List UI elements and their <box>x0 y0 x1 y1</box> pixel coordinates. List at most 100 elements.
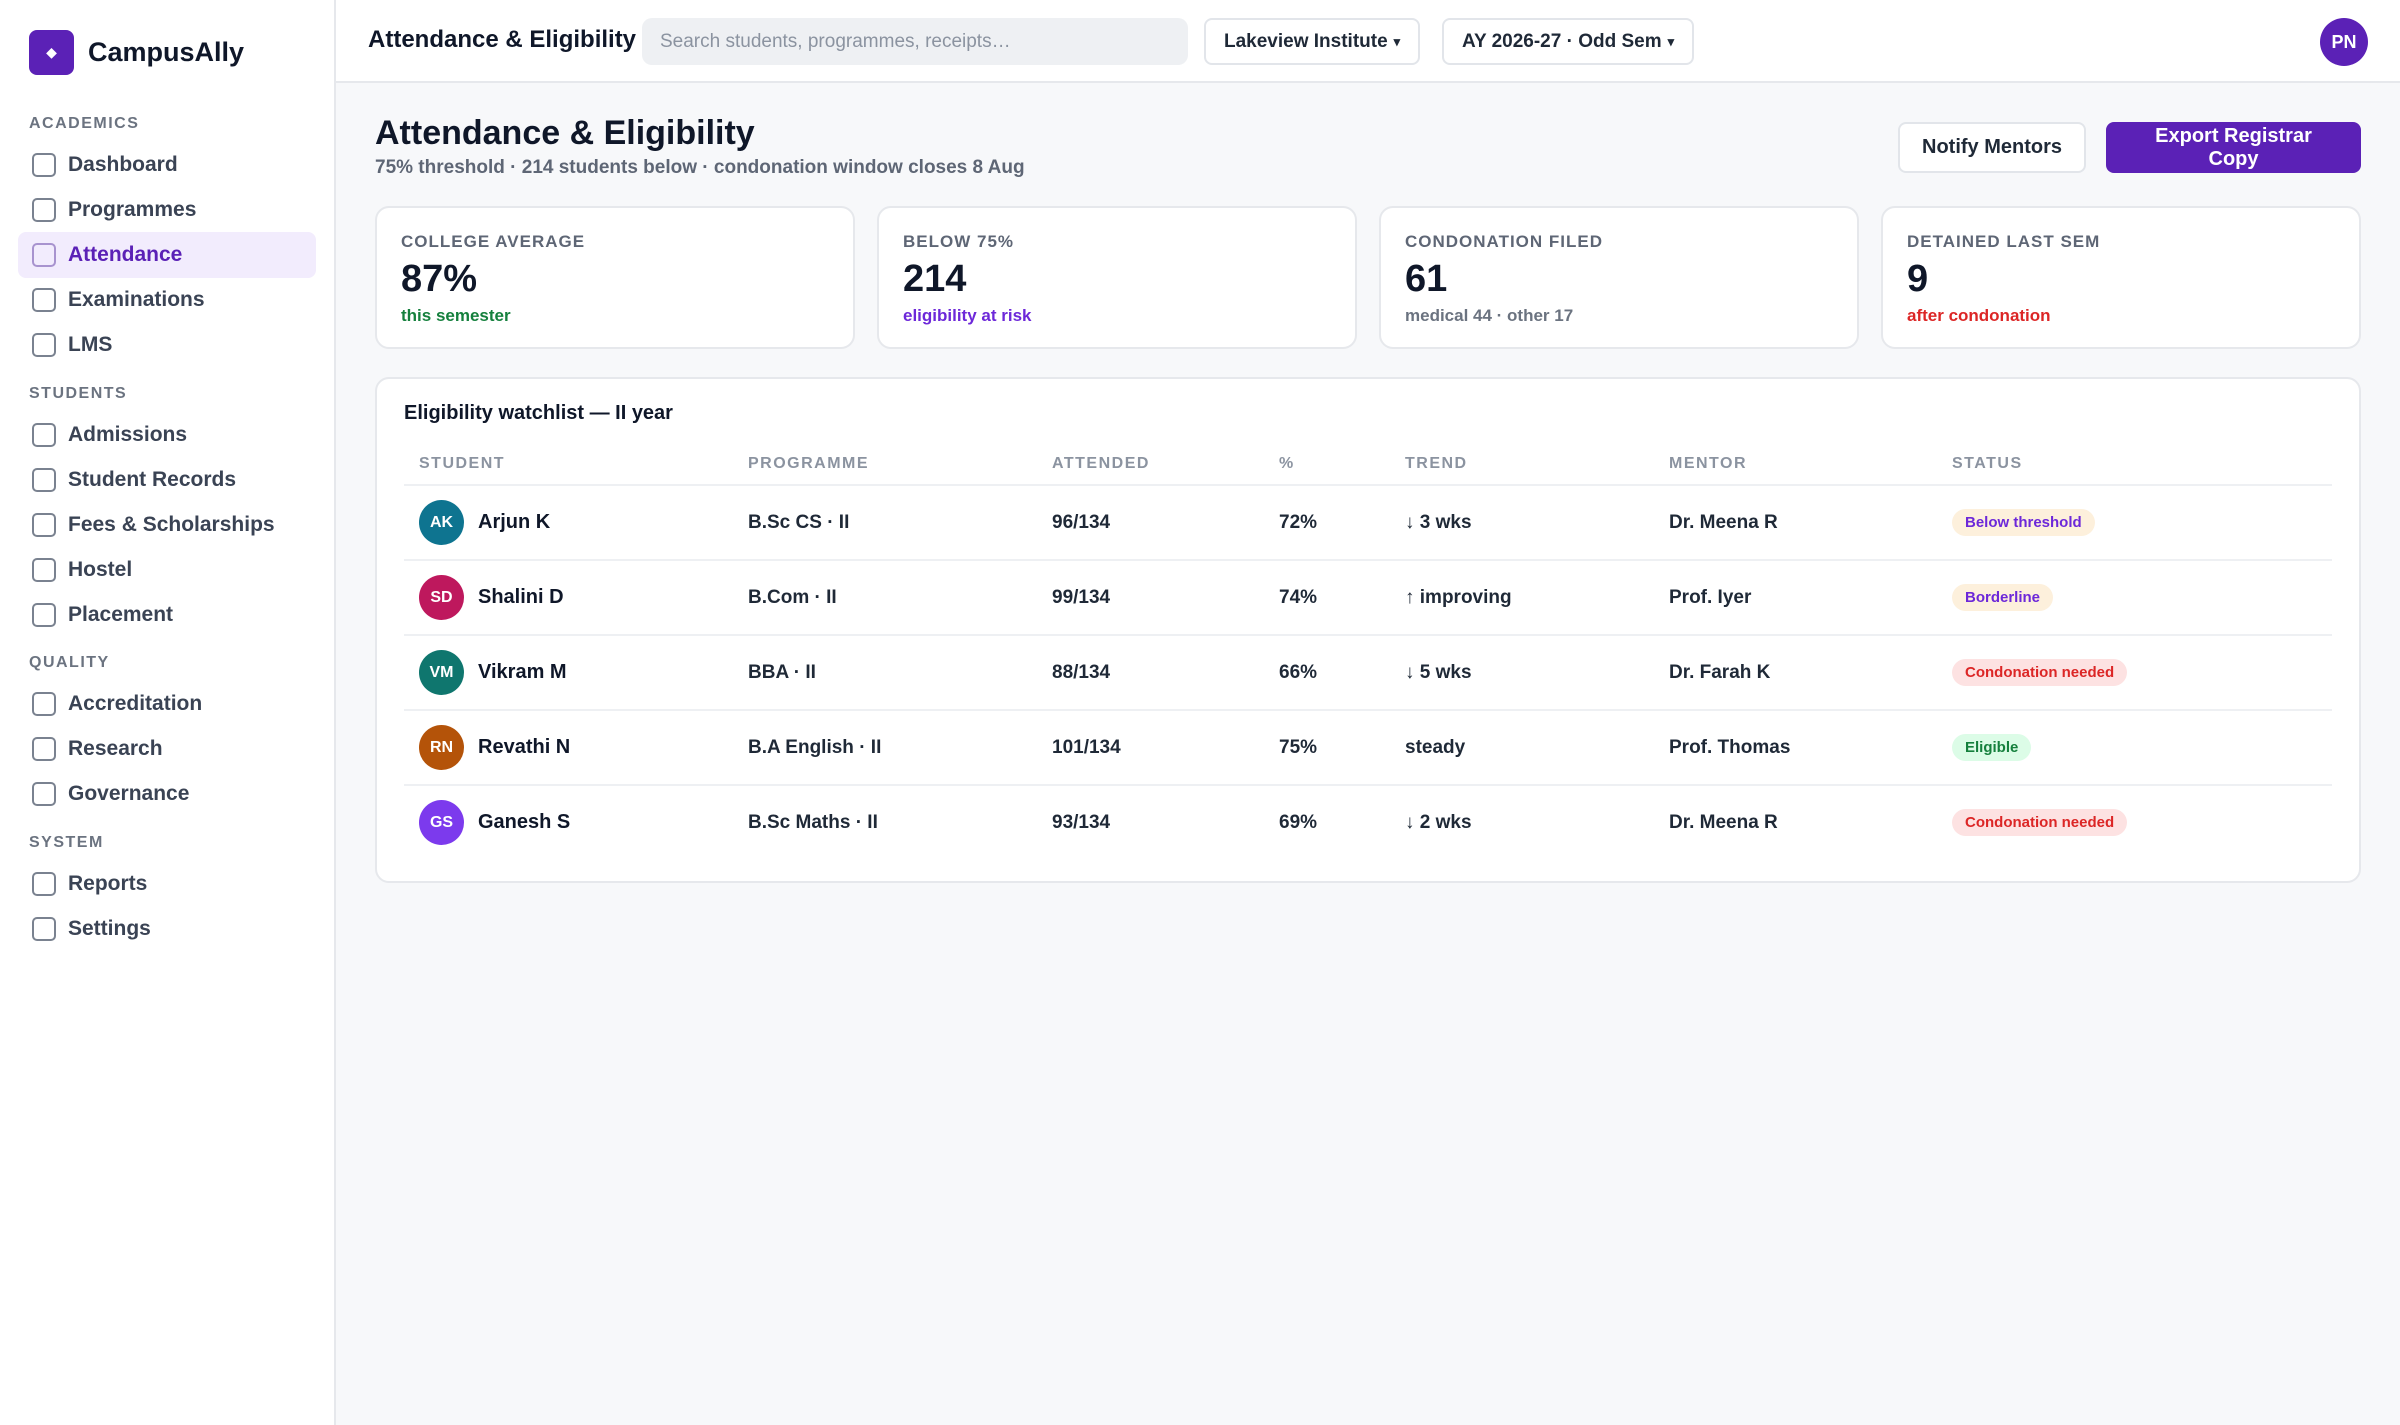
mentor-cell: Prof. Thomas <box>1669 736 1791 758</box>
student-avatar: SD <box>419 575 464 620</box>
search-input[interactable] <box>642 18 1188 65</box>
nav-section-label: ACADEMICS <box>29 115 140 132</box>
nav-section-label: SYSTEM <box>29 834 104 851</box>
trend-cell: ↓ 3 wks <box>1405 511 1472 533</box>
student-avatar: VM <box>419 650 464 695</box>
nav-section-label: QUALITY <box>29 654 110 671</box>
attended-cell: 88/134 <box>1052 661 1111 683</box>
nav-square-icon <box>32 917 56 941</box>
sidebar-item-label: Programmes <box>68 198 197 221</box>
column-header[interactable]: STATUS <box>1952 455 2023 472</box>
sidebar-item-programmes[interactable]: Programmes <box>18 187 316 233</box>
table-row[interactable]: SD Shalini D B.Com · II 99/134 74% ↑ improvin… <box>404 559 2332 634</box>
term-select-label: AY 2026-27 · Odd Sem <box>1462 30 1662 52</box>
sidebar-item-placement[interactable]: Placement <box>18 592 316 638</box>
brand[interactable]: ◆ CampusAlly <box>29 29 244 75</box>
student-avatar: AK <box>419 500 464 545</box>
status-cell: Below threshold <box>1952 486 2095 559</box>
brand-logo-icon: ◆ <box>29 29 74 75</box>
kpi-card: CONDONATION FILED 61 medical 44 · other 17 <box>1379 206 1859 349</box>
student-name[interactable]: Ganesh S <box>478 811 571 833</box>
topbar-title: Attendance & Eligibility <box>368 26 637 53</box>
sidebar-item-examinations[interactable]: Examinations <box>18 277 316 323</box>
page-subtitle: 75% threshold · 214 students below · con… <box>375 157 1025 178</box>
sidebar-item-lms[interactable]: LMS <box>18 322 316 368</box>
student-cell: RN Revathi N <box>419 711 570 784</box>
sidebar-item-admissions[interactable]: Admissions <box>18 412 316 458</box>
table-row[interactable]: VM Vikram M BBA · II 88/134 66% ↓ 5 wks Dr. Fa… <box>404 634 2332 709</box>
sidebar-item-governance[interactable]: Governance <box>18 771 316 817</box>
status-cell: Borderline <box>1952 561 2054 634</box>
sidebar-item-research[interactable]: Research <box>18 726 316 772</box>
kpi-label: COLLEGE AVERAGE <box>401 232 586 251</box>
table-row[interactable]: GS Ganesh S B.Sc Maths · II 93/134 69% ↓ 2 wk… <box>404 784 2332 859</box>
kpi-value: 87% <box>401 258 478 300</box>
kpi-note: medical 44 · other 17 <box>1405 306 1574 325</box>
nav-square-icon <box>32 782 56 806</box>
page-title: Attendance & Eligibility <box>375 114 755 152</box>
programme-cell: B.A English · II <box>748 736 882 758</box>
notify-mentors-button[interactable]: Notify Mentors <box>1898 122 2086 173</box>
kpi-card: DETAINED LAST SEM 9 after condonation <box>1881 206 2361 349</box>
column-header[interactable]: MENTOR <box>1669 455 1748 472</box>
term-select[interactable]: AY 2026-27 · Odd Sem ▾ <box>1442 18 1695 65</box>
sidebar-item-label: Dashboard <box>68 153 178 176</box>
sidebar-item-label: Research <box>68 737 163 760</box>
status-badge: Condonation needed <box>1952 809 2128 836</box>
percent-cell: 69% <box>1279 811 1318 833</box>
export-registrar-copy-button[interactable]: Export Registrar Copy <box>2106 122 2361 173</box>
sidebar-item-settings[interactable]: Settings <box>18 906 316 952</box>
kpi-card: BELOW 75% 214 eligibility at risk <box>877 206 1357 349</box>
status-badge: Condonation needed <box>1952 659 2128 686</box>
attended-cell: 96/134 <box>1052 511 1111 533</box>
column-header[interactable]: % <box>1279 455 1295 472</box>
sidebar-item-fees-scholarships[interactable]: Fees & Scholarships <box>18 502 316 548</box>
table-row[interactable]: AK Arjun K B.Sc CS · II 96/134 72% ↓ 3 wks Dr.… <box>404 484 2332 559</box>
brand-name: CampusAlly <box>88 36 245 67</box>
kpi-value: 214 <box>903 258 967 300</box>
table-row[interactable]: RN Revathi N B.A English · II 101/134 75% ste… <box>404 709 2332 784</box>
kpi-label: DETAINED LAST SEM <box>1907 232 2101 251</box>
percent-cell: 75% <box>1279 736 1318 758</box>
column-header[interactable]: TREND <box>1405 455 1468 472</box>
status-cell: Condonation needed <box>1952 636 2128 709</box>
mentor-cell: Dr. Meena R <box>1669 811 1778 833</box>
sidebar-item-dashboard[interactable]: Dashboard <box>18 142 316 188</box>
institute-select[interactable]: Lakeview Institute ▾ <box>1204 18 1421 65</box>
column-header[interactable]: STUDENT <box>419 455 506 472</box>
sidebar-item-label: Settings <box>68 917 151 940</box>
student-name[interactable]: Vikram M <box>478 661 567 683</box>
student-name[interactable]: Shalini D <box>478 586 564 608</box>
sidebar-item-label: Admissions <box>68 423 188 446</box>
student-name[interactable]: Arjun K <box>478 511 551 533</box>
programme-cell: BBA · II <box>748 661 816 683</box>
student-cell: SD Shalini D <box>419 561 564 634</box>
mentor-cell: Dr. Meena R <box>1669 511 1778 533</box>
student-name[interactable]: Revathi N <box>478 736 571 758</box>
programme-cell: B.Com · II <box>748 586 837 608</box>
sidebar-item-attendance[interactable]: Attendance <box>18 232 316 278</box>
column-header[interactable]: ATTENDED <box>1052 455 1150 472</box>
user-avatar[interactable]: PN <box>2320 18 2368 66</box>
nav-square-icon <box>32 468 56 492</box>
column-header[interactable]: PROGRAMME <box>748 455 870 472</box>
eligibility-watchlist-card: Eligibility watchlist — II year STUDENT P… <box>375 377 2361 883</box>
attended-cell: 99/134 <box>1052 586 1111 608</box>
trend-cell: ↓ 5 wks <box>1405 661 1472 683</box>
sidebar-item-label: Governance <box>68 782 190 805</box>
nav-square-icon <box>32 558 56 582</box>
sidebar-item-student-records[interactable]: Student Records <box>18 457 316 503</box>
sidebar-item-label: Attendance <box>68 243 183 266</box>
kpi-label: BELOW 75% <box>903 232 1015 251</box>
sidebar-item-label: Hostel <box>68 558 133 581</box>
kpi-label: CONDONATION FILED <box>1405 232 1604 251</box>
sidebar-item-reports[interactable]: Reports <box>18 861 316 907</box>
trend-cell: ↑ improving <box>1405 586 1512 608</box>
status-cell: Eligible <box>1952 711 2032 784</box>
nav-square-icon <box>32 288 56 312</box>
student-avatar: GS <box>419 800 464 845</box>
sidebar-item-accreditation[interactable]: Accreditation <box>18 681 316 727</box>
nav-square-icon <box>32 692 56 716</box>
sidebar-item-label: Examinations <box>68 288 205 311</box>
sidebar-item-hostel[interactable]: Hostel <box>18 547 316 593</box>
